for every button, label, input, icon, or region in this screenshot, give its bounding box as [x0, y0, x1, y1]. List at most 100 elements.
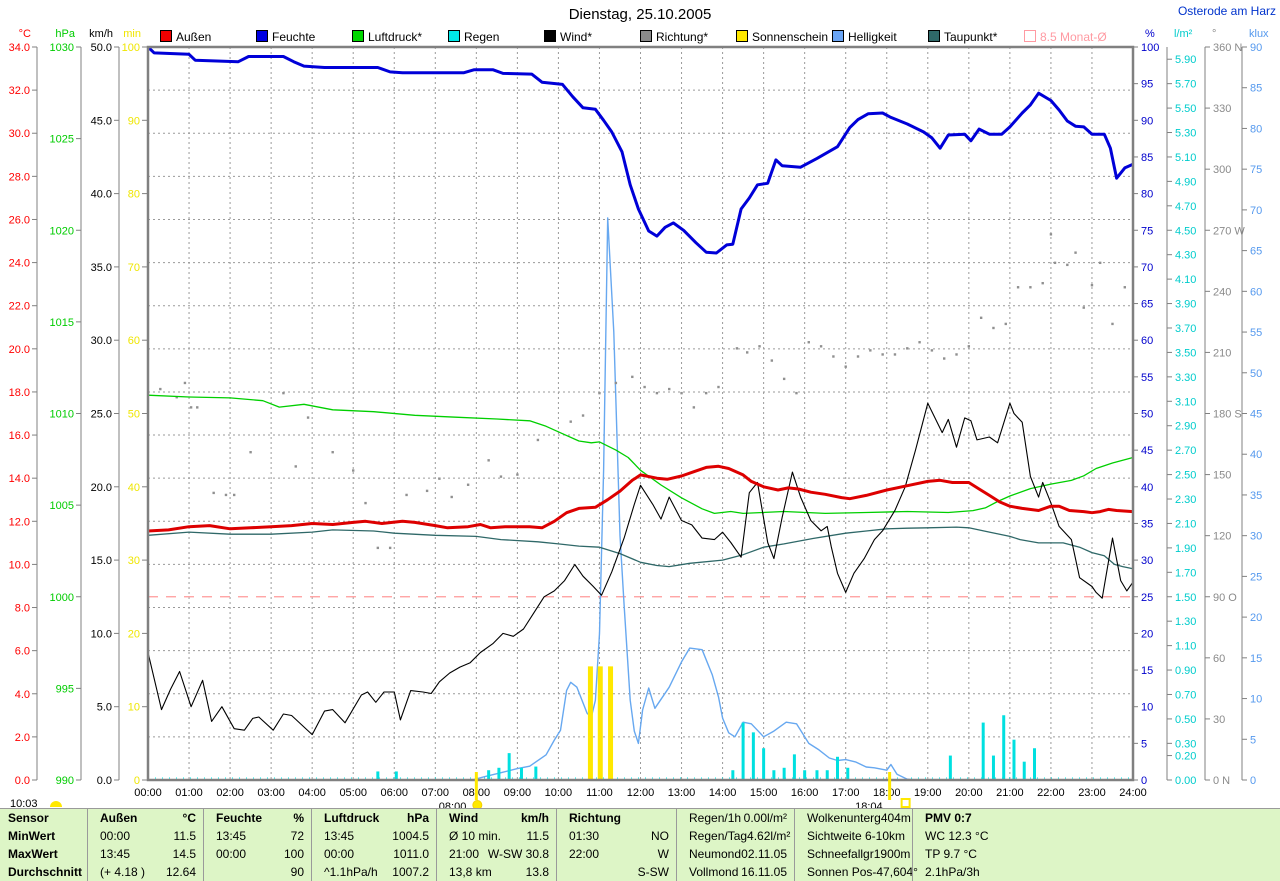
legend-swatch-icon	[928, 30, 940, 42]
x-tick-label: 00:00	[134, 787, 162, 799]
dot	[294, 465, 297, 468]
table-row: Wolkenunterg 404m	[807, 809, 911, 827]
axis-tick-label: 18.0	[9, 387, 30, 399]
cell-value: °C	[182, 811, 196, 825]
cell-value: 1004.5	[392, 829, 429, 843]
series-luftdruck-line	[147, 394, 1134, 515]
table-row: 13:45 14.5	[100, 845, 196, 863]
page-title: Dienstag, 25.10.2005	[568, 6, 712, 23]
station-name: Osterode am Harz	[1177, 4, 1276, 18]
x-tick-label: 07:00	[422, 787, 450, 799]
dot	[881, 353, 884, 356]
dot	[282, 391, 285, 395]
dot	[516, 473, 519, 476]
legend-label: Sonnenschein	[752, 30, 829, 44]
legend-item-wind: Wind*	[544, 30, 592, 44]
table-row-header: MinWert	[8, 827, 86, 845]
axis-tick-label: 40	[1250, 449, 1262, 461]
axis-tick-label: 8.0	[15, 603, 30, 615]
table-row: Neumond 02.11.05	[689, 845, 787, 863]
axis-tick-label: 60	[1141, 335, 1153, 347]
axis-tick-label: 45	[1250, 409, 1262, 421]
table-row: Wind km/h	[449, 809, 549, 827]
cell-label: 21:00	[449, 847, 480, 861]
axis-tick-label: 4.30	[1175, 250, 1196, 262]
table-separator	[311, 809, 312, 881]
axis-tick-label: 20.0	[9, 344, 30, 356]
legend-label: Regen	[464, 30, 500, 44]
row-header-label: MinWert	[8, 829, 56, 843]
axis-tick-label: 15	[1141, 665, 1153, 677]
axis-tick-label: 80	[1141, 189, 1153, 201]
axis-tick-label: 995	[56, 683, 74, 695]
axis-tick-label: 70	[1141, 262, 1153, 274]
cell-value: 4.62l/m²	[747, 829, 791, 843]
dot	[704, 391, 708, 395]
dot	[979, 316, 983, 320]
dot	[735, 347, 739, 350]
axis-tick-label: 30.0	[91, 335, 112, 347]
cell-label: 00:00	[324, 847, 355, 861]
axis-tick-label: 0.0	[97, 775, 112, 787]
table-row: WC 12.3 °C	[925, 827, 1272, 845]
axis-tick-label: 5.10	[1175, 152, 1196, 164]
dot	[536, 438, 540, 442]
series-helligkeit-line	[148, 217, 1133, 781]
axis-tick-label: 1010	[50, 409, 74, 421]
dot	[807, 341, 810, 344]
table-row-header: Durchschnitt	[8, 863, 86, 881]
series-taupunkt-line	[147, 526, 1134, 570]
legend-item-luftdruck: Luftdruck*	[352, 30, 422, 44]
dot	[1074, 251, 1077, 254]
axis-tick-label: 300	[1213, 164, 1231, 176]
table-row: 00:00 100	[216, 845, 304, 863]
table-row: Feuchte%	[216, 809, 304, 827]
axis-tick-label: 10.0	[9, 559, 30, 571]
cell-value: 0.00l/m²	[743, 811, 787, 825]
series-aussen-line	[147, 464, 1134, 533]
axis-tick-label: 4.0	[15, 689, 30, 701]
bars-sonnenschein	[587, 666, 614, 779]
axis-tick-label: 40.0	[91, 189, 112, 201]
axis-tick-label: 3.90	[1175, 299, 1196, 311]
axis-tick-label: 35	[1250, 490, 1262, 502]
day-length: 10:03	[10, 798, 38, 810]
axis-tick-label: 1.50	[1175, 592, 1196, 604]
axis-unit-km/h: km/h	[89, 28, 113, 40]
dot	[758, 345, 761, 348]
cell-label: (+ 4.18 )	[100, 865, 146, 879]
axis-tick-label: 14.0	[9, 473, 30, 485]
legend-label: Wind*	[560, 30, 593, 44]
table-separator	[203, 809, 204, 881]
axis-tick-label: 6.0	[15, 646, 30, 658]
dot	[1029, 286, 1032, 289]
dot	[438, 477, 441, 480]
cell-value: 16.11.05	[741, 865, 787, 879]
legend-swatch-icon	[544, 30, 556, 42]
dot	[930, 349, 934, 352]
sunset-square-icon	[900, 798, 911, 808]
axis-tick-label: 50	[128, 409, 140, 421]
axis-tick-label: 0.0	[15, 775, 30, 787]
axis-tick-label: 28.0	[9, 171, 30, 183]
table-row: Luftdruck hPa	[324, 809, 429, 827]
axis-tick-label: 0	[134, 775, 140, 787]
cell-value: 12.64	[165, 865, 196, 879]
axis-tick-label: 95	[1141, 79, 1153, 91]
dot	[352, 469, 355, 472]
dot	[1053, 261, 1057, 265]
dot	[614, 381, 618, 385]
x-tick-label: 22:00	[1037, 787, 1065, 799]
axis-tick-label: 10.0	[91, 628, 112, 640]
axis-tick-label: 10	[1141, 702, 1153, 714]
dot	[869, 349, 872, 352]
cell-label: 00:00	[216, 847, 247, 861]
dot	[655, 391, 659, 395]
table-row-headers: Sensor MinWert MaxWert Durchschnitt	[8, 809, 86, 881]
table-row: 00:00 11.5	[100, 827, 196, 845]
axis-tick-label: 25	[1250, 571, 1262, 583]
legend-swatch-icon	[448, 30, 460, 42]
dot	[795, 391, 798, 395]
legend-swatch-icon	[832, 30, 844, 42]
